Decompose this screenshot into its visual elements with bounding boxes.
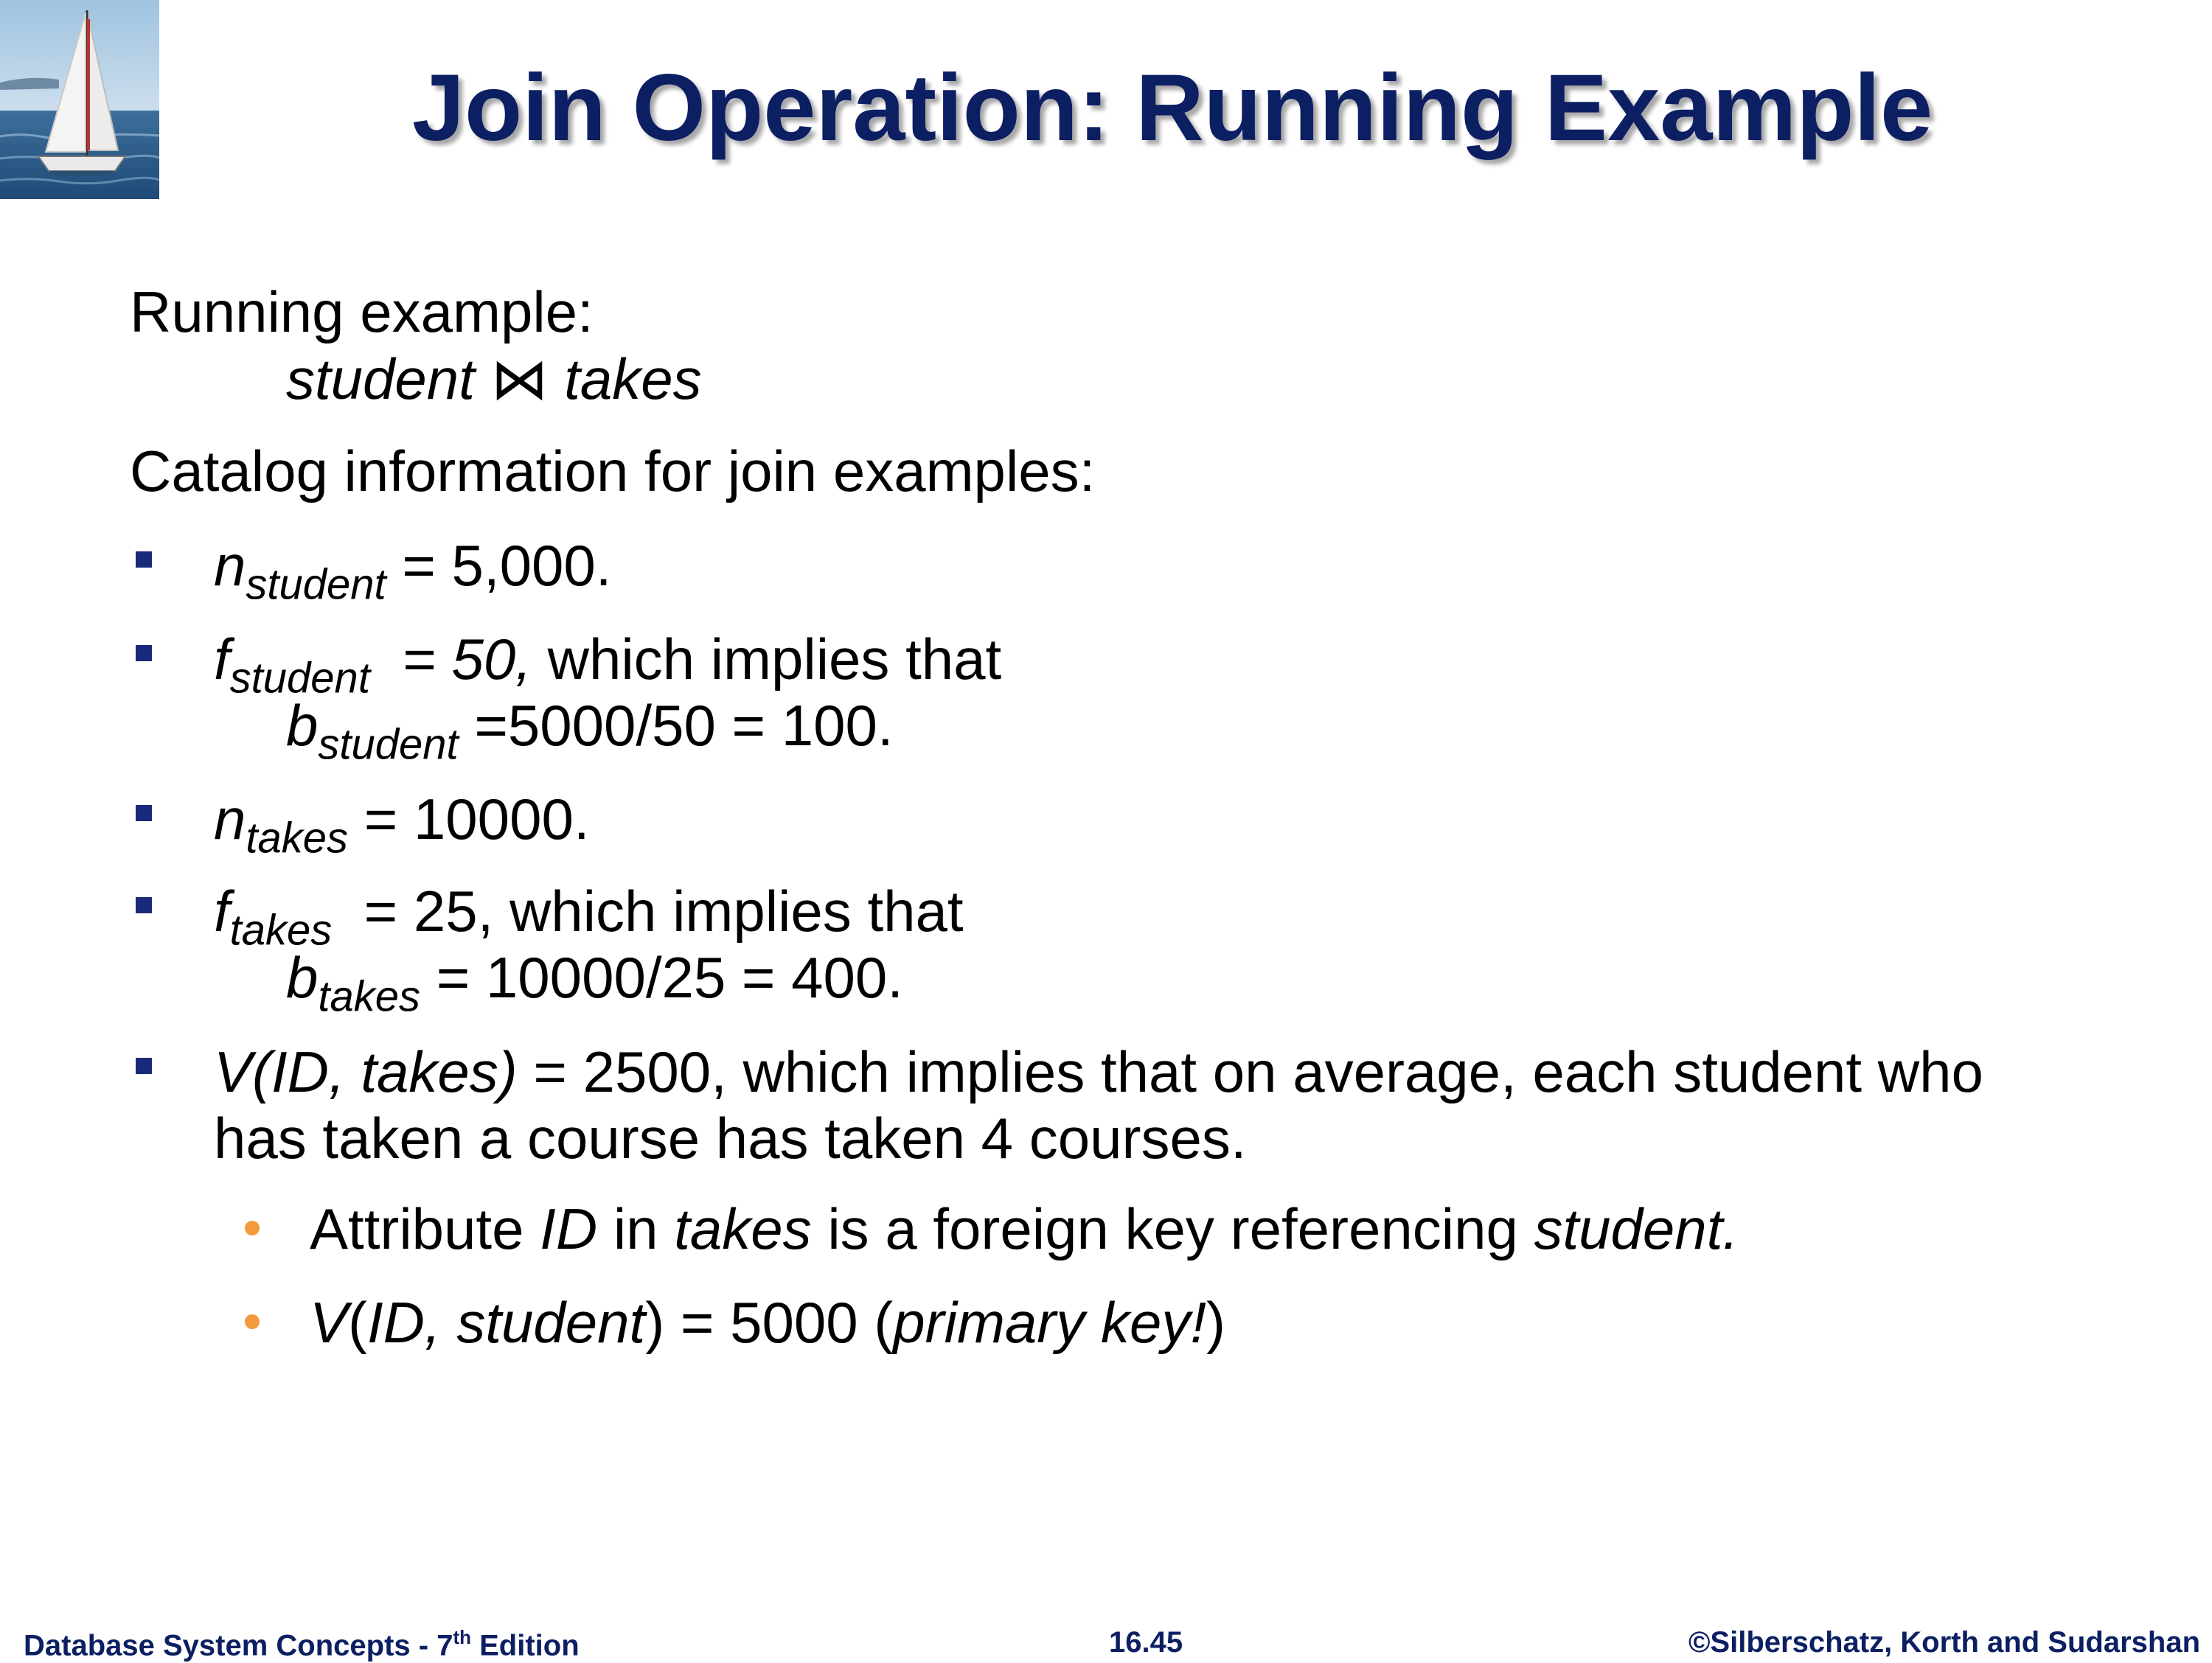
b-takes-value: = 10000/25 = 400. (420, 945, 903, 1010)
bullet-n-student: nstudent = 5,000. (214, 537, 611, 607)
var-n: n (214, 787, 246, 851)
footer-page-number: 16.45 (1109, 1626, 1183, 1659)
sub-bullet-foreign-key: Attribute ID in takes is a foreign key r… (310, 1200, 1739, 1258)
square-bullet-icon (136, 551, 152, 568)
f-student-text: which implies that (531, 627, 1002, 691)
n-student-value: = 5,000. (386, 533, 612, 598)
sub-takes: takes (246, 814, 349, 862)
v-takes-line2: has taken a course has taken 4 courses. (214, 1106, 1247, 1171)
v-takes-text: = 2500, which implies that on average, e… (517, 1039, 1983, 1104)
var-f: f (214, 879, 230, 944)
fk-text-3: is a foreign key referencing (811, 1196, 1534, 1261)
bullet-v-takes: V(ID, takes) = 2500, which implies that … (214, 1043, 1983, 1101)
catalog-label: Catalog information for join examples: (130, 439, 1096, 503)
b-student-value: =5000/50 = 100. (458, 693, 894, 758)
paren-close: ) (1206, 1290, 1225, 1355)
dot-bullet-icon (245, 1221, 260, 1235)
square-bullet-icon (136, 1058, 152, 1074)
b-student-line: bstudent =5000/50 = 100. (286, 697, 894, 767)
natural-join-symbol: ⋈ (490, 346, 549, 411)
sub-student: student (246, 560, 386, 609)
running-example-label: Running example: (130, 279, 594, 344)
paren-open: ( (348, 1290, 368, 1355)
footer-edition-text: Edition (471, 1629, 580, 1662)
v-student-value: ) = 5000 ( (645, 1290, 894, 1355)
fk-rel-student: student. (1534, 1196, 1739, 1261)
v-id-student: ID, student (367, 1290, 646, 1355)
footer-book-title-text: Database System Concepts - 7 (24, 1629, 453, 1662)
b-takes-line: btakes = 10000/25 = 400. (286, 949, 903, 1019)
sailboat-logo-icon (0, 0, 159, 199)
square-bullet-icon (136, 897, 152, 913)
fk-attr-id: ID (540, 1196, 598, 1261)
v-id-takes: V(ID, takes) (214, 1039, 518, 1104)
page-title: Join Operation: Running Example (411, 55, 1933, 161)
bullet-n-takes: ntakes = 10000. (214, 790, 590, 860)
sub-student: student (229, 654, 370, 702)
bullet-f-student: fstudent = 50, which implies that (214, 630, 1001, 700)
sub-takes: takes (318, 972, 421, 1021)
join-expression: student ⋈ takes (286, 350, 702, 408)
fk-text-2: in (597, 1196, 675, 1261)
square-bullet-icon (136, 805, 152, 821)
fk-rel-takes: takes (674, 1196, 812, 1261)
footer-edition-sup: th (453, 1626, 471, 1648)
square-bullet-icon (136, 645, 152, 661)
var-n: n (214, 533, 246, 598)
sub-bullet-v-student: V(ID, student) = 5000 (primary key!) (310, 1294, 1225, 1351)
footer-book-title: Database System Concepts - 7th Edition (24, 1626, 580, 1663)
var-b: b (286, 945, 319, 1010)
v-func: V (310, 1290, 349, 1355)
relation-takes: takes (564, 346, 702, 411)
sub-takes: takes (229, 906, 333, 955)
var-b: b (286, 693, 319, 758)
f-takes-text: = 25, which implies that (332, 879, 964, 944)
relation-student: student (286, 346, 475, 411)
fk-text-1: Attribute (310, 1196, 540, 1261)
dot-bullet-icon (245, 1314, 260, 1329)
f-student-value: = 50, (369, 627, 532, 691)
primary-key-note: primary key! (893, 1290, 1206, 1355)
bullet-f-takes: ftakes = 25, which implies that (214, 882, 964, 952)
n-takes-value: = 10000. (348, 787, 590, 851)
var-f: f (214, 627, 230, 691)
footer-copyright: ©Silberschatz, Korth and Sudarshan (1688, 1626, 2200, 1659)
sub-student: student (318, 720, 459, 769)
